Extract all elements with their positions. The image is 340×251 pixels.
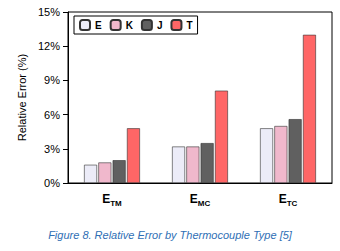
svg-text:0%: 0% [44, 177, 60, 189]
svg-text:15%: 15% [38, 6, 60, 18]
svg-text:Figure 8. Relative Error by Th: Figure 8. Relative Error by Thermocouple… [48, 229, 293, 241]
svg-text:12%: 12% [38, 40, 60, 52]
svg-text:6%: 6% [44, 109, 60, 121]
svg-text:E: E [95, 20, 102, 31]
svg-text:TM: TM [110, 199, 122, 208]
svg-text:3%: 3% [44, 143, 60, 155]
svg-text:J: J [157, 20, 163, 31]
svg-text:9%: 9% [44, 74, 60, 86]
svg-text:Relative Error (%): Relative Error (%) [16, 54, 28, 141]
svg-text:TC: TC [287, 199, 298, 208]
svg-text:K: K [126, 20, 134, 31]
svg-text:E: E [279, 192, 287, 206]
svg-text:MC: MC [198, 199, 211, 208]
svg-text:T: T [186, 20, 192, 31]
svg-text:E: E [102, 192, 110, 206]
svg-text:E: E [190, 192, 198, 206]
